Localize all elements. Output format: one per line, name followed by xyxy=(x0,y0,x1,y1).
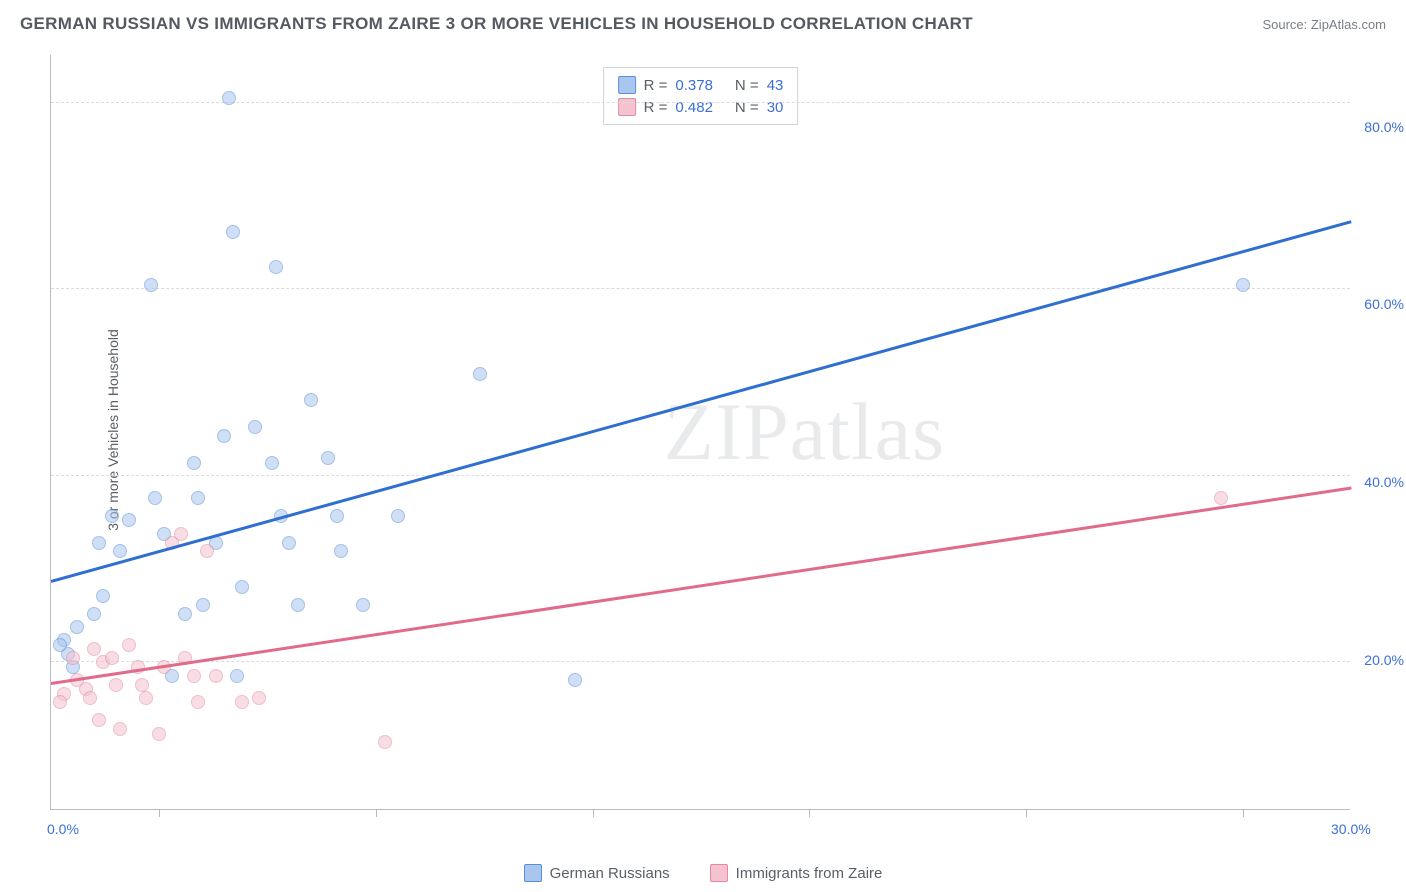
chart-title: GERMAN RUSSIAN VS IMMIGRANTS FROM ZAIRE … xyxy=(20,14,973,34)
data-point xyxy=(226,225,240,239)
data-point xyxy=(92,713,106,727)
trend-line xyxy=(51,220,1352,582)
x-tick xyxy=(1243,809,1244,817)
data-point xyxy=(96,589,110,603)
data-point xyxy=(187,669,201,683)
data-point xyxy=(139,691,153,705)
legend-stats-box: R = 0.378N = 43R = 0.482N = 30 xyxy=(603,67,799,125)
x-tick xyxy=(1026,809,1027,817)
data-point xyxy=(304,393,318,407)
data-point xyxy=(291,598,305,612)
data-point xyxy=(222,91,236,105)
data-point xyxy=(235,580,249,594)
x-tick xyxy=(159,809,160,817)
data-point xyxy=(265,456,279,470)
data-point xyxy=(187,456,201,470)
data-point xyxy=(217,429,231,443)
legend-series: German Russians Immigrants from Zaire xyxy=(0,864,1406,882)
data-point xyxy=(83,691,97,705)
legend-swatch xyxy=(710,864,728,882)
data-point xyxy=(87,607,101,621)
gridline xyxy=(51,288,1350,289)
data-point xyxy=(113,544,127,558)
data-point xyxy=(109,678,123,692)
data-point xyxy=(105,509,119,523)
data-point xyxy=(282,536,296,550)
data-point xyxy=(1214,491,1228,505)
data-point xyxy=(248,420,262,434)
data-point xyxy=(191,491,205,505)
data-point xyxy=(152,727,166,741)
gridline xyxy=(51,102,1350,103)
scatter-plot-area: ZIPatlas R = 0.378N = 43R = 0.482N = 30 … xyxy=(50,55,1350,810)
data-point xyxy=(334,544,348,558)
data-point xyxy=(391,509,405,523)
data-point xyxy=(53,695,67,709)
legend-item: Immigrants from Zaire xyxy=(710,864,883,882)
x-tick-label: 0.0% xyxy=(47,821,79,837)
x-tick xyxy=(809,809,810,817)
data-point xyxy=(178,607,192,621)
data-point xyxy=(122,638,136,652)
data-point xyxy=(113,722,127,736)
data-point xyxy=(356,598,370,612)
y-tick-label: 20.0% xyxy=(1364,652,1404,668)
legend-swatch xyxy=(524,864,542,882)
legend-stat-row: R = 0.482N = 30 xyxy=(618,96,784,118)
data-point xyxy=(105,651,119,665)
legend-label: Immigrants from Zaire xyxy=(736,865,883,882)
data-point xyxy=(87,642,101,656)
data-point xyxy=(200,544,214,558)
data-point xyxy=(174,527,188,541)
legend-swatch xyxy=(618,76,636,94)
data-point xyxy=(1236,278,1250,292)
y-tick-label: 40.0% xyxy=(1364,474,1404,490)
data-point xyxy=(378,735,392,749)
y-tick-label: 80.0% xyxy=(1364,119,1404,135)
legend-stat-row: R = 0.378N = 43 xyxy=(618,74,784,96)
data-point xyxy=(230,669,244,683)
data-point xyxy=(66,651,80,665)
data-point xyxy=(144,278,158,292)
data-point xyxy=(70,620,84,634)
data-point xyxy=(135,678,149,692)
legend-item: German Russians xyxy=(524,864,670,882)
data-point xyxy=(252,691,266,705)
data-point xyxy=(235,695,249,709)
data-point xyxy=(568,673,582,687)
data-point xyxy=(196,598,210,612)
data-point xyxy=(191,695,205,709)
gridline xyxy=(51,475,1350,476)
data-point xyxy=(122,513,136,527)
data-point xyxy=(269,260,283,274)
data-point xyxy=(473,367,487,381)
legend-label: German Russians xyxy=(550,865,670,882)
data-point xyxy=(148,491,162,505)
legend-swatch xyxy=(618,98,636,116)
y-tick-label: 60.0% xyxy=(1364,296,1404,312)
x-tick xyxy=(593,809,594,817)
x-tick-label: 30.0% xyxy=(1331,821,1371,837)
data-point xyxy=(53,638,67,652)
gridline xyxy=(51,661,1350,662)
data-point xyxy=(92,536,106,550)
x-tick xyxy=(376,809,377,817)
data-point xyxy=(321,451,335,465)
data-point xyxy=(330,509,344,523)
data-point xyxy=(209,669,223,683)
chart-source: Source: ZipAtlas.com xyxy=(1262,17,1386,32)
